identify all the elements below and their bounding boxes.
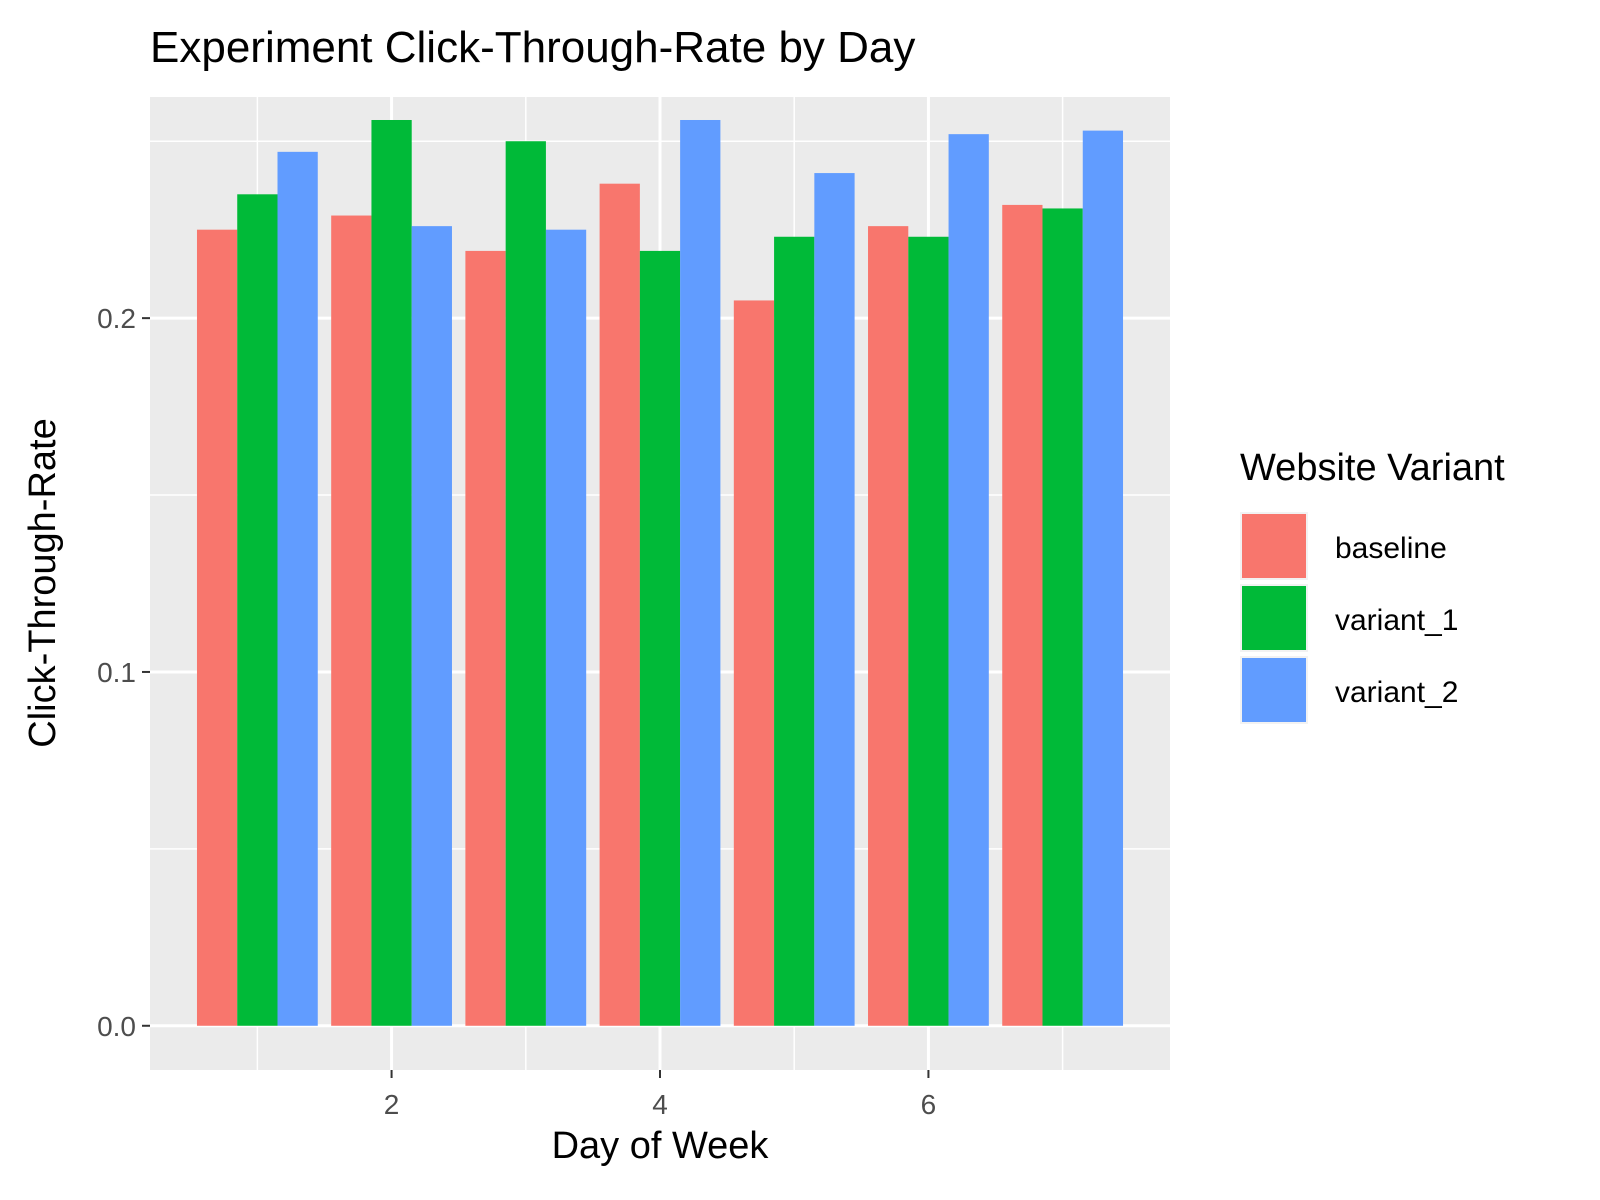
bar-baseline-day-6 (868, 226, 909, 1026)
x-tick-label: 4 (652, 1089, 668, 1120)
bar-variant_2-day-4 (680, 119, 721, 1026)
legend-key-variant_2 (1242, 658, 1306, 722)
bar-baseline-day-3 (465, 250, 506, 1026)
legend-title: Website Variant (1240, 447, 1505, 489)
legend-key-variant_1 (1242, 586, 1306, 650)
x-axis-title: Day of Week (552, 1125, 770, 1167)
x-tick-label: 6 (921, 1089, 937, 1120)
y-axis-title: Click-Through-Rate (22, 418, 64, 747)
legend: Website Variant baseline variant_1variant… (1240, 447, 1505, 724)
bar-variant_2-day-7 (1082, 130, 1124, 1026)
legend-label-variant_1: variant_1 (1335, 604, 1458, 637)
y-tick-label: 0.0 (97, 1011, 136, 1042)
y-tick-label: 0.2 (97, 303, 136, 334)
bar-variant_2-day-5 (814, 173, 855, 1026)
bar-baseline-day-2 (331, 215, 372, 1026)
x-tick-label: 2 (384, 1089, 400, 1120)
bars (196, 119, 1124, 1026)
legend-label-baseline: baseline (1335, 532, 1447, 565)
bar-variant_2-day-6 (948, 134, 989, 1026)
bar-baseline-day-1 (196, 229, 238, 1026)
bar-baseline-day-7 (1002, 204, 1043, 1026)
bar-variant_1-day-2 (371, 119, 412, 1026)
bar-variant_2-day-3 (545, 229, 587, 1026)
bar-baseline-day-5 (733, 300, 775, 1026)
legend-label-variant_2: variant_2 (1335, 676, 1458, 709)
bar-variant_2-day-1 (277, 151, 318, 1026)
axes: 2 4 6 0.0 0.1 0.2 (97, 303, 936, 1120)
bar-variant_1-day-4 (639, 250, 681, 1026)
chart-title: Experiment Click-Through-Rate by Day (150, 23, 915, 72)
legend-key-baseline (1242, 514, 1306, 578)
bar-baseline-day-4 (599, 183, 640, 1026)
y-tick-label: 0.1 (97, 657, 136, 688)
bar-variant_1-day-7 (1042, 208, 1083, 1026)
bar-variant_1-day-1 (237, 194, 278, 1026)
bar-variant_2-day-2 (411, 226, 452, 1026)
bar-variant_1-day-3 (505, 141, 546, 1026)
bar-variant_1-day-5 (774, 236, 815, 1026)
bar-variant_1-day-6 (908, 236, 949, 1026)
